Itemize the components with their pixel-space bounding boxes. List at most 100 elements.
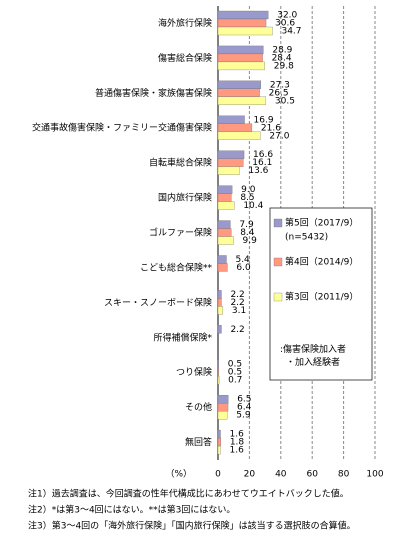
value-label: 30.6 (275, 19, 295, 29)
x-tick-label: 0 (215, 470, 221, 480)
bar (217, 290, 222, 299)
bar (217, 236, 234, 245)
bar (217, 376, 220, 385)
bar (217, 306, 224, 315)
category-label: スキー・スノーボード保険 (104, 296, 212, 308)
value-label: 2.2 (230, 290, 244, 300)
bar (217, 26, 273, 36)
annotation: :傷害保険加入者・加入経験者 (280, 343, 346, 368)
bar (217, 18, 267, 28)
x-tick-label: 40 (275, 470, 287, 480)
bar (217, 201, 235, 210)
bar (217, 437, 221, 447)
bar (217, 220, 231, 229)
bar (217, 53, 263, 63)
bar (217, 61, 265, 71)
value-label: 0.7 (228, 376, 242, 386)
x-tick-label: 80 (338, 470, 350, 480)
category-label: 国内旅行保険 (158, 192, 212, 204)
bar (217, 96, 267, 105)
bar (217, 10, 269, 20)
bar (217, 166, 240, 175)
bar (217, 325, 222, 334)
legend-note: (n=5432) (285, 233, 328, 243)
category-label: ゴルファー保険 (149, 227, 212, 239)
value-label: 1.6 (230, 446, 245, 456)
annotation-line: ・加入経験者 (286, 356, 340, 368)
bar (217, 360, 219, 369)
value-label: 7.9 (239, 220, 254, 230)
value-label: 27.3 (270, 80, 290, 90)
value-label: 10.4 (243, 201, 263, 211)
value-label: 6.5 (237, 395, 251, 405)
value-label: 3.1 (232, 306, 246, 316)
bar (217, 445, 221, 455)
value-label: 30.5 (275, 96, 295, 106)
bar (217, 228, 232, 237)
bar (217, 368, 219, 377)
bar (217, 255, 227, 264)
bar (217, 150, 245, 159)
x-tick-label: 100 (366, 470, 383, 480)
bar (217, 429, 221, 439)
category-label: つり保険 (176, 366, 212, 378)
category-label: 海外旅行保険 (158, 17, 212, 29)
legend-label: 第5回（2017/9） (285, 217, 358, 229)
category-label: 普通傷害保険・家族傷害保険 (95, 87, 212, 99)
value-label: 29.8 (274, 61, 294, 71)
category-label: 傷害総合保険 (158, 52, 212, 64)
bar (217, 88, 260, 97)
category-label: その他 (185, 401, 212, 413)
bar (217, 80, 262, 89)
bar (217, 403, 229, 412)
value-label: 21.6 (261, 123, 281, 133)
category-label: こども総合保険** (140, 261, 213, 273)
value-label: 1.6 (230, 430, 245, 440)
legend-swatch (273, 257, 283, 267)
note: 注1）過去調査は、今回調査の性年代構成比にあわせてウエイトバックした値。 (28, 488, 349, 500)
value-label: 2.2 (230, 325, 244, 335)
bar (217, 158, 244, 167)
x-tick-label: 20 (244, 470, 256, 480)
value-label: 6.0 (236, 263, 251, 273)
value-label: 1.8 (230, 438, 245, 448)
value-label: 26.5 (269, 88, 289, 98)
value-label: 8.5 (240, 193, 254, 203)
bar (217, 131, 261, 140)
value-label: 32.0 (277, 11, 297, 21)
legend-swatch (273, 292, 283, 302)
category-label: 自転車総合保険 (149, 157, 212, 169)
value-label: 13.6 (248, 166, 268, 176)
category-label: 所得補償保険* (153, 331, 212, 343)
legend-swatch (273, 218, 283, 228)
bar (217, 263, 228, 272)
value-label: 28.9 (272, 45, 292, 55)
note: 注2）*は第3～4回にはない。**は第3回にはない。 (28, 504, 235, 516)
bar (217, 115, 245, 124)
value-label: 5.9 (236, 411, 251, 421)
legend-label: 第4回（2014/9） (285, 256, 358, 268)
value-label: 0.5 (228, 368, 242, 378)
value-label: 9.9 (243, 236, 258, 246)
bar (217, 45, 264, 55)
value-label: 2.2 (230, 298, 244, 308)
legend-label: 第3回（2011/9） (285, 291, 358, 303)
value-label: 27.0 (269, 131, 289, 141)
bar (217, 395, 229, 404)
category-label: 無回答 (185, 436, 212, 448)
x-axis-label: （%） (165, 469, 192, 480)
value-label: 0.5 (228, 360, 242, 370)
category-label: 交通事故傷害保険・ファミリー交通傷害保険 (32, 122, 212, 134)
bar (217, 411, 228, 420)
note: 注3）第3～4回の「海外旅行保険」「国内旅行保険」は該当する選択肢の合算値。 (28, 520, 356, 532)
x-tick-label: 60 (306, 470, 318, 480)
bar (217, 193, 232, 202)
value-label: 6.4 (237, 403, 252, 413)
bar (217, 185, 233, 194)
value-label: 16.1 (252, 158, 272, 168)
value-label: 34.7 (281, 27, 301, 37)
value-label: 28.4 (272, 53, 292, 63)
value-label: 9.0 (241, 185, 256, 195)
value-label: 8.4 (240, 228, 255, 238)
